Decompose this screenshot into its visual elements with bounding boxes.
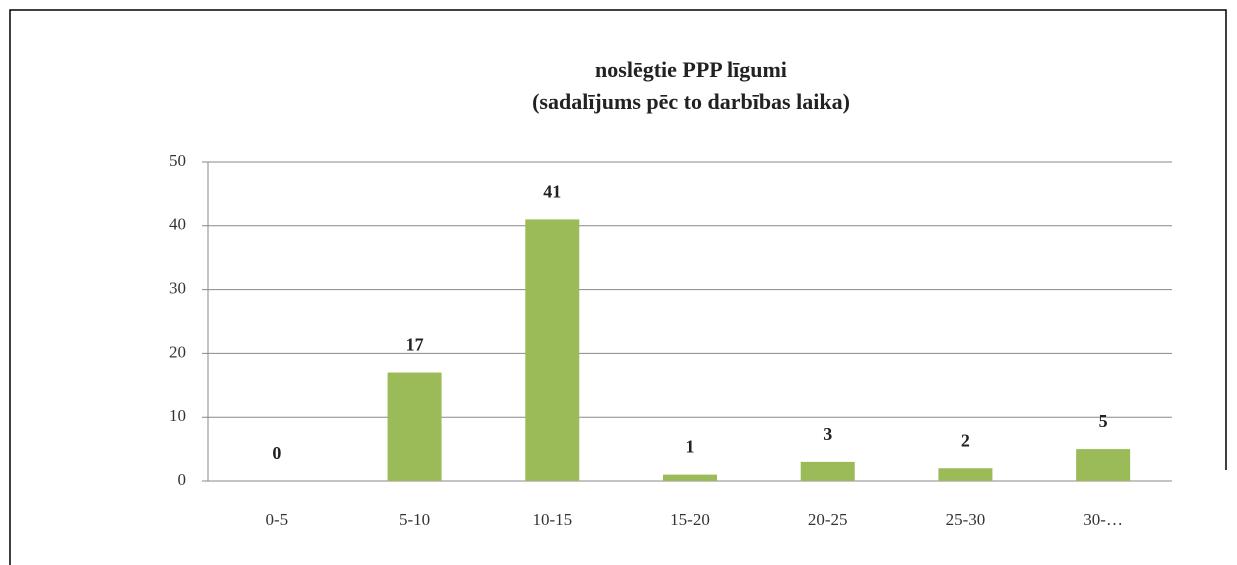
y-tick-label: 0 bbox=[178, 470, 187, 489]
data-label: 41 bbox=[543, 182, 561, 202]
data-label: 2 bbox=[961, 430, 970, 450]
bar bbox=[1076, 449, 1131, 481]
data-label: 0 bbox=[272, 443, 281, 463]
y-tick-label: 20 bbox=[169, 342, 186, 361]
x-tick-label: 25-30 bbox=[946, 510, 986, 529]
bar bbox=[387, 372, 442, 481]
data-label: 1 bbox=[686, 437, 695, 457]
x-tick-label: 10-15 bbox=[532, 510, 572, 529]
frame bbox=[9, 9, 1227, 565]
y-tick-label: 30 bbox=[169, 279, 186, 298]
bar bbox=[938, 468, 993, 481]
chart-title: noslēgtie PPP līgumi bbox=[595, 57, 787, 82]
bar bbox=[800, 461, 855, 481]
x-tick-label: 30-… bbox=[1083, 510, 1123, 529]
bar bbox=[663, 474, 717, 481]
x-tick-label: 20-25 bbox=[808, 510, 848, 529]
x-tick-label: 15-20 bbox=[670, 510, 710, 529]
x-tick-label: 5-10 bbox=[399, 510, 430, 529]
y-tick-label: 50 bbox=[169, 151, 186, 170]
y-tick-label: 40 bbox=[169, 215, 186, 234]
data-label: 17 bbox=[406, 335, 424, 355]
data-label: 3 bbox=[823, 424, 832, 444]
chart-subtitle: (sadalījums pēc to darbības laika) bbox=[532, 89, 850, 114]
y-tick-label: 10 bbox=[169, 406, 186, 425]
x-tick-label: 0-5 bbox=[266, 510, 289, 529]
bar bbox=[525, 219, 580, 482]
data-label: 5 bbox=[1099, 411, 1108, 431]
